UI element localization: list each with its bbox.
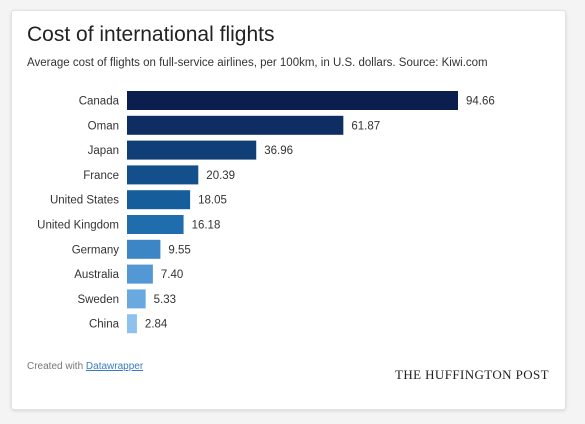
bar-china (127, 314, 137, 334)
huffington-post-logo: THE HUFFINGTON POST (395, 367, 549, 382)
category-label-japan: Japan (88, 145, 119, 157)
chart-subtitle: Average cost of flights on full-service … (27, 57, 488, 69)
value-label-oman: 61.87 (351, 120, 380, 132)
bar-sweden (127, 289, 146, 309)
value-label-united-states: 18.05 (198, 195, 227, 207)
created-with-credit: Created with Datawrapper (27, 361, 143, 372)
bar-united-kingdom (127, 215, 184, 234)
bar-chart: Canada 94.66 Oman 61.87 Japan 36.96 France 20.3… (37, 91, 495, 334)
value-label-japan: 36.96 (264, 145, 293, 157)
category-label-germany: Germany (72, 244, 120, 256)
value-label-germany: 9.55 (168, 244, 190, 256)
chart-card: Cost of international flights Average co… (11, 10, 566, 410)
category-label-united-states: United States (50, 195, 119, 207)
value-label-canada: 94.66 (466, 96, 495, 108)
category-label-oman: Oman (88, 120, 119, 132)
chart-title: Cost of international flights (27, 23, 275, 46)
bar-germany (127, 239, 161, 259)
category-label-china: China (89, 319, 120, 331)
value-label-united-kingdom: 16.18 (192, 220, 221, 232)
category-label-australia: Australia (74, 269, 119, 281)
category-label-sweden: Sweden (77, 294, 119, 306)
value-label-sweden: 5.33 (154, 294, 176, 306)
bar-oman (127, 115, 344, 135)
bar-japan (127, 140, 257, 160)
bar-united-states (127, 190, 191, 210)
category-label-france: France (83, 170, 119, 182)
value-label-china: 2.84 (145, 319, 168, 331)
datawrapper-link[interactable]: Datawrapper (85, 361, 144, 372)
category-label-united-kingdom: United Kingdom (37, 220, 119, 232)
created-with-text: Created with (27, 361, 84, 372)
bar-france (127, 165, 199, 185)
bar-australia (127, 264, 153, 284)
value-label-france: 20.39 (206, 170, 235, 182)
bar-canada (127, 91, 458, 110)
value-label-australia: 7.40 (161, 269, 183, 281)
category-label-canada: Canada (79, 96, 120, 108)
